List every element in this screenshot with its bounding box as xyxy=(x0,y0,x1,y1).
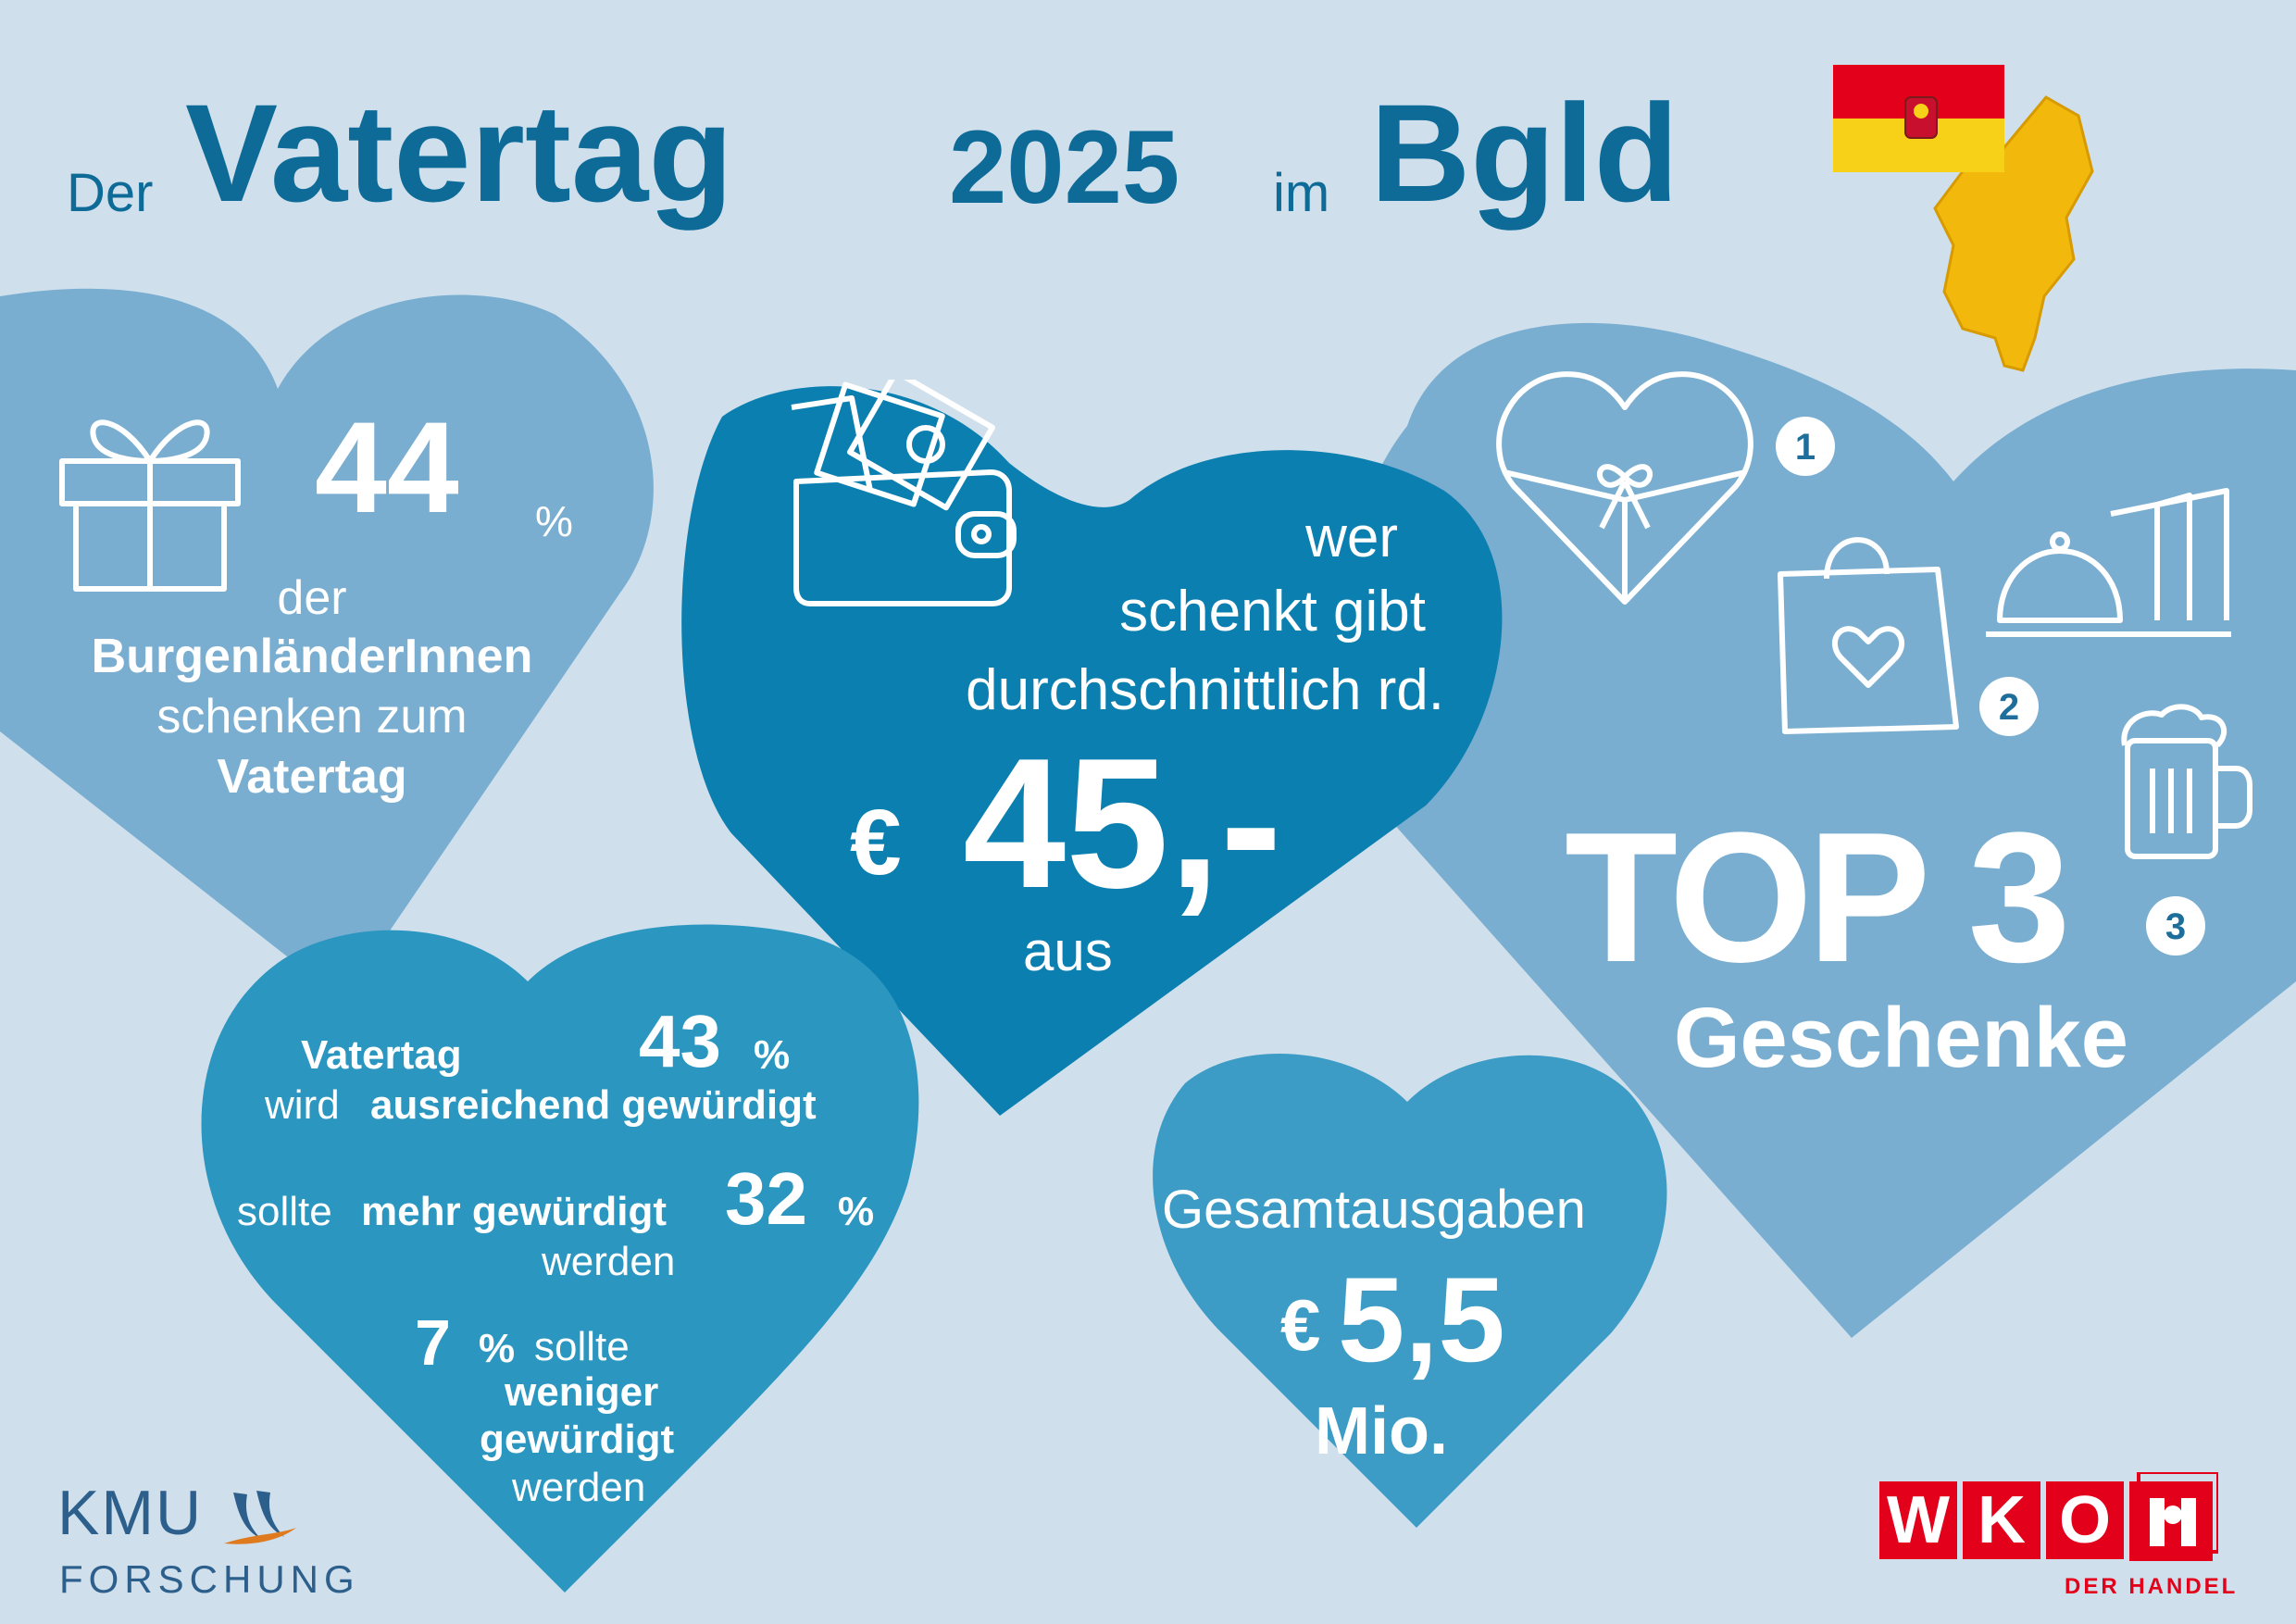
appreciation-row2-bold: mehr gewürdigt xyxy=(361,1189,668,1234)
wko-letter-o: O xyxy=(2046,1481,2124,1559)
wko-letter-k: K xyxy=(1963,1481,2040,1559)
rank-3-text: 3 xyxy=(2165,906,2186,947)
spend-value: 45,- xyxy=(963,720,1282,927)
spend-line1: wer xyxy=(1305,506,1398,569)
rank-badge-2: 2 xyxy=(1979,677,2039,736)
spend-suffix: aus xyxy=(1023,920,1113,982)
kmu-logo-line2: FORSCHUNG xyxy=(59,1557,360,1601)
appreciation-row2-unit: % xyxy=(838,1189,875,1234)
gift-stat-unit: % xyxy=(535,497,573,545)
rank-badge-1: 1 xyxy=(1776,417,1835,476)
wko-subtitle: DER HANDEL xyxy=(2065,1574,2239,1599)
appreciation-row2-value: 32 xyxy=(725,1157,807,1240)
shopping-bag-icon xyxy=(1778,537,1959,734)
total-label: Gesamtausgaben xyxy=(1162,1180,1586,1240)
total-value: 5,5 xyxy=(1338,1252,1505,1387)
title-region: Bgld xyxy=(1370,75,1679,231)
appreciation-row3-line3: gewürdigt xyxy=(480,1417,675,1462)
kmu-logo-line1: KMU xyxy=(57,1478,204,1548)
appreciation-row3-line2: weniger xyxy=(505,1369,659,1415)
spend-currency: € xyxy=(850,791,902,894)
gift-stat-line4: Vatertag xyxy=(217,750,407,804)
appreciation-row1-unit: % xyxy=(754,1032,791,1078)
wko-emblem-icon xyxy=(2129,1472,2218,1561)
burgenland-flag-map-icon xyxy=(1833,65,2094,372)
kmu-swoosh-icon xyxy=(224,1491,296,1544)
appreciation-row2-line2: werden xyxy=(542,1239,676,1284)
top3-subtitle: Geschenke xyxy=(1674,991,2128,1085)
wallet-icon xyxy=(791,380,1017,606)
heart-small xyxy=(1153,1053,1667,1528)
rank-2-text: 2 xyxy=(1999,687,2019,728)
appreciation-row3-line1: sollte xyxy=(534,1324,630,1369)
total-currency: € xyxy=(1280,1284,1321,1366)
appreciation-row2-plain: sollte xyxy=(237,1189,332,1234)
heart-center xyxy=(681,386,1503,1116)
rank-badge-3: 3 xyxy=(2146,896,2205,956)
spend-line3: durchschnittlich rd. xyxy=(966,658,1444,722)
appreciation-row3-unit: % xyxy=(479,1326,516,1371)
top3-title: TOP 3 xyxy=(1565,794,2071,1001)
heart-left xyxy=(0,288,654,1000)
beer-mug-icon xyxy=(2121,704,2252,859)
gift-stat-line3: schenken zum xyxy=(156,690,468,743)
appreciation-row1-label-a: Vatertag xyxy=(301,1032,462,1078)
title-prefix: Der xyxy=(67,163,154,223)
heart-bottom-left xyxy=(201,924,919,1593)
heart-gift-box-icon xyxy=(1496,371,1753,605)
gift-stat-line1: der xyxy=(277,571,347,625)
heart-right xyxy=(1335,322,2296,1338)
gift-stat-value: 44 xyxy=(315,394,459,540)
appreciation-row3-value: 7 xyxy=(415,1306,451,1379)
gift-stat-line2: BurgenländerInnen xyxy=(91,630,533,683)
appreciation-row1-label-b-plain: wird xyxy=(265,1082,340,1128)
appreciation-row1-value: 43 xyxy=(639,1000,721,1082)
appreciation-row1-label-b-bold: ausreichend gewürdigt xyxy=(370,1082,817,1128)
title-in: im xyxy=(1273,163,1330,223)
rank-1-text: 1 xyxy=(1795,427,1816,468)
wko-letter-w: W xyxy=(1879,1481,1957,1559)
appreciation-row3-line4: werden xyxy=(512,1465,646,1510)
total-unit: Mio. xyxy=(1315,1394,1448,1468)
dining-voucher-icon xyxy=(1986,488,2231,637)
gift-icon xyxy=(59,419,241,592)
spend-line2: schenkt gibt xyxy=(1119,580,1426,643)
title-year: 2025 xyxy=(949,109,1180,225)
title-main: Vatertag xyxy=(185,75,733,231)
